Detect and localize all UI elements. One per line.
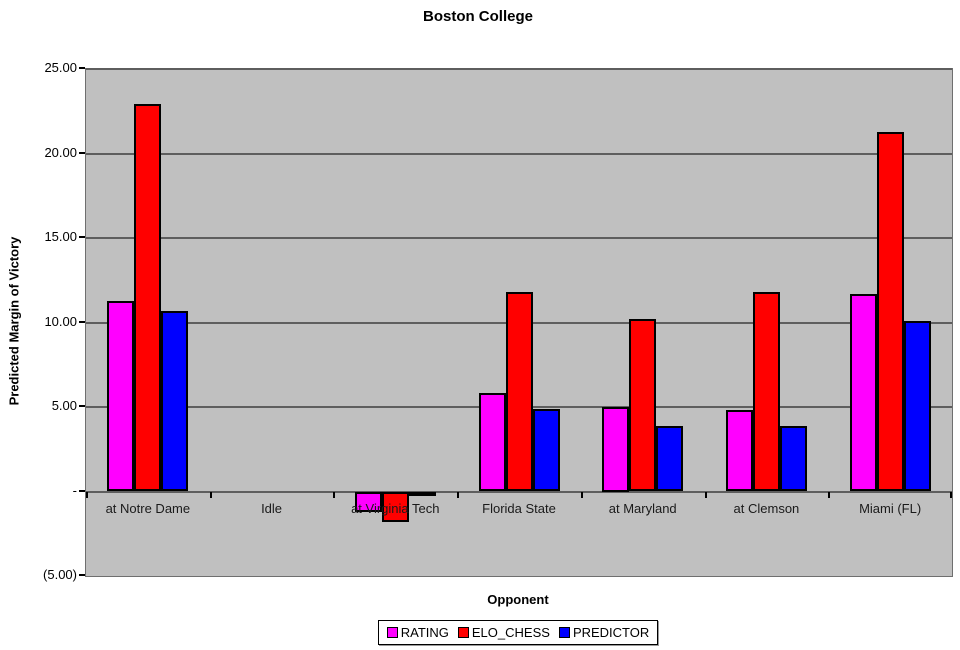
bar-predictor-3 [532, 408, 560, 492]
x-category-label: at Notre Dame [105, 500, 191, 516]
legend-item-rating: RATING [386, 625, 449, 640]
y-tick-label: 5.00 [51, 398, 77, 413]
y-tick-label: (5.00) [43, 567, 77, 582]
x-category-label: Florida State [482, 500, 556, 516]
bar-elo_chess-0 [134, 104, 162, 492]
y-tick-label: 15.00 [44, 229, 77, 244]
plot-area: at Notre Dame Idle at Virginia Tech Florida… [85, 68, 953, 577]
y-axis-tick [79, 151, 85, 154]
y-axis-tick [79, 574, 85, 576]
y-axis-tick [79, 405, 85, 407]
x-axis-tick [950, 491, 952, 498]
bar-rating-3 [478, 393, 506, 492]
x-axis-tick [333, 491, 336, 498]
bar-rating-2 [354, 491, 382, 512]
bar-predictor-4 [656, 425, 684, 492]
chart-title: Boston College [422, 8, 533, 25]
legend-label: ELO_CHESS [471, 625, 550, 640]
gridline [86, 490, 952, 493]
bar-elo_chess-5 [752, 292, 780, 492]
y-tick-label: 10.00 [44, 313, 77, 329]
legend-swatch-icon [558, 627, 570, 638]
x-axis-tick [457, 491, 460, 498]
y-axis-tick [79, 236, 85, 238]
x-axis-tick [828, 491, 831, 498]
y-tick-label: 20.00 [44, 144, 77, 160]
x-category-label: at Clemson [733, 500, 800, 516]
bar-predictor-0 [161, 310, 189, 492]
x-category-label: at Virginia Tech [351, 500, 440, 516]
x-category-label: Miami (FL) [859, 500, 922, 516]
x-axis-tick [86, 491, 88, 498]
bar-rating-0 [107, 300, 135, 492]
bar-rating-5 [725, 410, 753, 492]
gridline [86, 152, 952, 155]
y-tick-label: - [72, 482, 77, 498]
legend-label: RATING [400, 625, 449, 640]
legend-item-predictor: PREDICTOR [558, 625, 650, 640]
bar-elo_chess-6 [876, 131, 904, 492]
x-category-label: Idle [261, 500, 283, 516]
bar-predictor-2 [408, 491, 436, 496]
y-tick-label: 25.00 [44, 60, 77, 75]
bar-rating-6 [849, 293, 877, 492]
legend-swatch-icon [386, 627, 398, 638]
x-axis-title: Opponent [487, 592, 549, 607]
bar-elo_chess-3 [505, 292, 533, 492]
bar-predictor-6 [903, 320, 931, 492]
bar-elo_chess-4 [629, 319, 657, 492]
x-axis-tick [209, 491, 212, 498]
legend-swatch-icon [457, 627, 469, 638]
legend: RATING ELO_CHESS PREDICTOR [85, 620, 951, 645]
x-axis-tick [704, 491, 707, 498]
y-axis-tick [79, 320, 85, 323]
bar-predictor-5 [779, 425, 807, 492]
gridline [86, 68, 952, 70]
legend-label: PREDICTOR [572, 625, 650, 640]
x-axis-tick [580, 491, 583, 498]
bar-rating-4 [602, 407, 630, 492]
bar-elo_chess-2 [381, 491, 409, 522]
y-axis-tick [79, 489, 85, 492]
legend-item-elo_chess: ELO_CHESS [457, 625, 550, 640]
y-axis-tick [79, 67, 85, 69]
legend-box: RATING ELO_CHESS PREDICTOR [377, 620, 659, 645]
gridline [86, 237, 952, 239]
x-category-label: at Maryland [608, 500, 677, 516]
